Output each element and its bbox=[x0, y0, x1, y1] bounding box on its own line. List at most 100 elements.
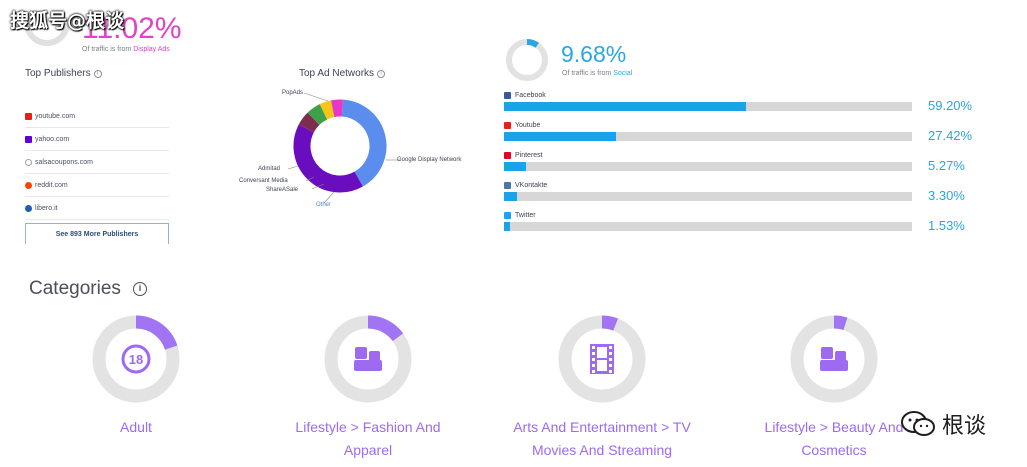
social-row-twitter[interactable]: Twitter 1.53% bbox=[504, 212, 974, 242]
yahoo-icon bbox=[25, 135, 32, 143]
publisher-item[interactable]: salsacoupons.com bbox=[25, 151, 169, 174]
social-percent: 9.68% bbox=[561, 41, 627, 67]
social-value: 3.30% bbox=[928, 188, 965, 203]
display-ads-subtitle: Of traffic is from Display Ads bbox=[82, 46, 170, 53]
social-donut-fill bbox=[526, 39, 539, 48]
lifestyle-icon bbox=[354, 347, 382, 371]
publisher-item[interactable]: yahoo.com bbox=[25, 128, 169, 151]
pinterest-icon bbox=[504, 152, 511, 159]
category-card[interactable]: Lifestyle > Beauty And Cosmetics bbox=[734, 314, 934, 462]
social-bar-track bbox=[504, 132, 912, 141]
category-label[interactable]: Lifestyle > Fashion And Apparel bbox=[295, 419, 441, 458]
category-share-arc bbox=[367, 315, 404, 342]
category-donut bbox=[324, 315, 412, 403]
social-source-name: Facebook bbox=[504, 92, 546, 99]
label-popads: PopAds bbox=[282, 90, 304, 96]
globe-icon bbox=[25, 158, 32, 166]
publisher-list: youtube.com yahoo.com salsacoupons.com redd… bbox=[25, 105, 169, 220]
social-bar-fill bbox=[504, 132, 616, 141]
youtube-icon bbox=[25, 112, 32, 120]
svg-text:18: 18 bbox=[129, 352, 143, 367]
wechat-icon bbox=[901, 411, 935, 436]
social-bar-track bbox=[504, 192, 912, 201]
social-row-vkontakte[interactable]: VKontakte 3.30% bbox=[504, 182, 974, 212]
publisher-name: youtube.com bbox=[35, 112, 76, 120]
social-donut bbox=[506, 39, 548, 81]
social-bar-track bbox=[504, 102, 912, 111]
social-bar-fill bbox=[504, 162, 526, 171]
social-source-name: Pinterest bbox=[504, 152, 543, 159]
category-label[interactable]: Adult bbox=[120, 419, 152, 435]
ad-networks-leader-lines bbox=[287, 92, 400, 204]
social-source-name: Twitter bbox=[504, 212, 536, 219]
social-row-facebook[interactable]: Facebook 59.20% bbox=[504, 92, 974, 122]
ad-network-slice[interactable] bbox=[341, 99, 387, 187]
ad-network-slice[interactable] bbox=[331, 99, 343, 118]
adult-18-icon: 18 bbox=[121, 344, 151, 374]
category-label[interactable]: Lifestyle > Beauty And Cosmetics bbox=[764, 419, 904, 458]
ad-network-slice[interactable] bbox=[319, 100, 335, 120]
social-bar-track bbox=[504, 162, 912, 171]
top-ad-networks-title: Top Ad Networks i bbox=[299, 68, 386, 79]
social-source-name: Youtube bbox=[504, 122, 540, 129]
publisher-name: libero.it bbox=[35, 204, 58, 212]
social-value: 1.53% bbox=[928, 218, 965, 233]
social-bar-fill bbox=[504, 192, 518, 201]
publisher-name: salsacoupons.com bbox=[35, 158, 93, 166]
category-share-arc bbox=[601, 315, 619, 331]
publisher-name: yahoo.com bbox=[35, 135, 70, 143]
social-value: 59.20% bbox=[928, 98, 973, 113]
info-icon[interactable]: i bbox=[133, 282, 147, 296]
label-shareasale: ShareASale bbox=[266, 187, 299, 193]
label-conversant-media: Conversant Media bbox=[239, 178, 288, 184]
category-share-arc bbox=[833, 315, 848, 331]
category-donut bbox=[558, 315, 646, 403]
social-bar-fill bbox=[504, 102, 746, 111]
publisher-item[interactable]: reddit.com bbox=[25, 174, 169, 197]
label-admitad: Admitad bbox=[258, 166, 281, 172]
label-google-display-network: Google Display Network bbox=[397, 157, 462, 163]
info-icon[interactable]: i bbox=[377, 70, 386, 78]
social-subtitle: Of traffic is from Social bbox=[562, 70, 633, 77]
display-ads-percent: 11.02% bbox=[82, 12, 182, 45]
category-donut bbox=[790, 315, 878, 403]
category-share-arc bbox=[135, 315, 178, 350]
display-ads-donut bbox=[24, 22, 70, 46]
category-donut: 18 bbox=[92, 315, 180, 403]
publisher-item[interactable]: libero.it bbox=[25, 197, 169, 220]
info-icon[interactable]: i bbox=[93, 70, 102, 78]
publisher-item[interactable]: youtube.com bbox=[25, 105, 169, 128]
reddit-icon bbox=[25, 181, 32, 189]
social-link[interactable]: Social bbox=[613, 70, 633, 77]
social-bar-fill bbox=[504, 222, 511, 231]
lifestyle-icon bbox=[820, 347, 848, 371]
categories-title: Categories bbox=[29, 278, 121, 299]
social-row-pinterest[interactable]: Pinterest 5.27% bbox=[504, 152, 974, 182]
social-source-name: VKontakte bbox=[504, 182, 547, 189]
social-row-youtube[interactable]: Youtube 27.42% bbox=[504, 122, 974, 152]
facebook-icon bbox=[504, 92, 511, 99]
film-icon bbox=[590, 344, 614, 374]
category-card[interactable]: Arts And Entertainment > TV Movies And St… bbox=[502, 314, 702, 462]
ad-network-slice[interactable] bbox=[298, 112, 320, 133]
vk-icon bbox=[504, 182, 511, 189]
display-ads-link[interactable]: Display Ads bbox=[133, 46, 170, 53]
top-publishers-title: Top Publishers i bbox=[25, 68, 102, 79]
social-value: 27.42% bbox=[928, 128, 973, 143]
ad-network-slice[interactable] bbox=[307, 104, 328, 126]
twitter-icon bbox=[504, 212, 511, 219]
category-label[interactable]: Arts And Entertainment > TV Movies And St… bbox=[513, 419, 691, 458]
watermark-bottom: 根谈 bbox=[900, 404, 1010, 444]
libero-icon bbox=[25, 204, 32, 212]
youtube-icon bbox=[504, 122, 511, 129]
watermark-top: 搜狐号@根谈 bbox=[10, 10, 125, 32]
social-value: 5.27% bbox=[928, 158, 965, 173]
category-card[interactable]: Lifestyle > Fashion And Apparel bbox=[268, 314, 468, 462]
label-other[interactable]: Other bbox=[316, 202, 332, 208]
ad-network-slice[interactable] bbox=[293, 124, 363, 193]
publisher-name: reddit.com bbox=[35, 181, 68, 189]
social-bar-track bbox=[504, 222, 912, 231]
see-more-publishers-button[interactable]: See 893 More Publishers bbox=[25, 223, 169, 244]
ad-networks-donut-chart bbox=[293, 99, 387, 193]
category-card[interactable]: 18 Adult bbox=[36, 314, 236, 439]
